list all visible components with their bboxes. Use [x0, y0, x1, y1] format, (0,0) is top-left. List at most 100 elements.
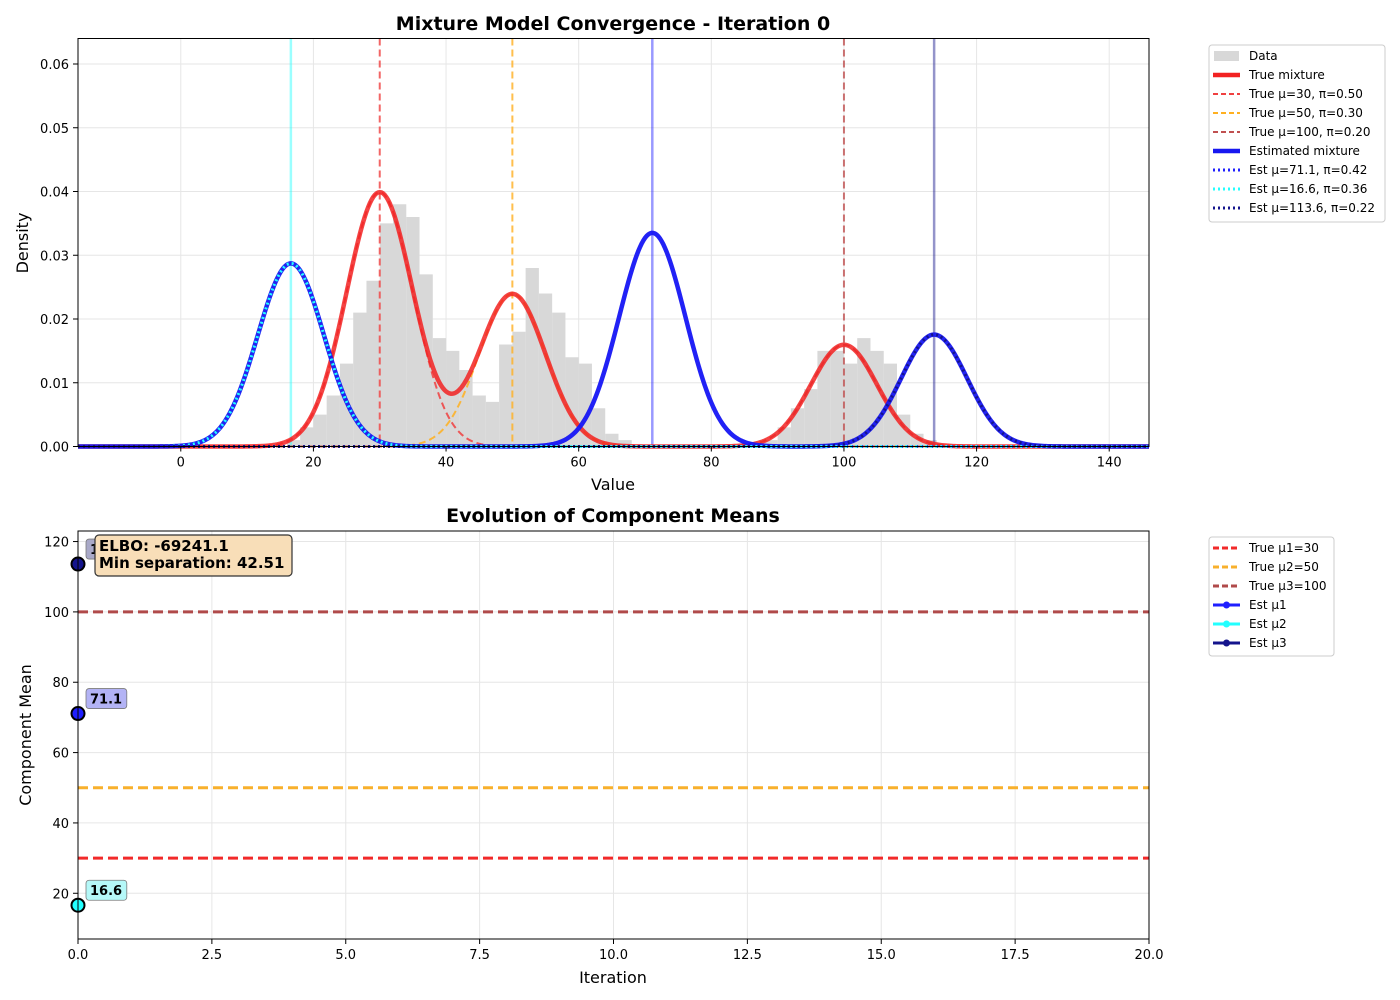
true-component-curve [78, 292, 1149, 448]
histogram-bar [313, 414, 327, 447]
means-x-tick-label: 7.5 [469, 948, 490, 963]
density-legend-label: Est μ=113.6, π=0.22 [1249, 201, 1375, 215]
histogram-bar [419, 274, 433, 447]
density-x-tick-label: 60 [570, 456, 587, 471]
histogram-bar [432, 338, 447, 447]
density-x-tick-label: 20 [305, 456, 322, 471]
means-y-tick-label: 20 [52, 887, 69, 902]
legend-swatch [1214, 51, 1239, 61]
means-legend-label: Est μ2 [1249, 617, 1287, 631]
density-y-tick-label: 0.00 [40, 441, 69, 456]
histogram-bar [790, 408, 805, 447]
means-x-tick-label: 17.5 [1001, 948, 1030, 963]
min-separation-text: Min separation: 42.51 [99, 554, 284, 572]
means-legend: True μ1=30 True μ2=50 True μ3=100 Est μ1 Est… [1208, 536, 1335, 657]
means-x-tick-label: 12.5 [733, 948, 762, 963]
density-legend-label: Est μ=16.6, π=0.36 [1249, 182, 1367, 196]
density-panel: Mixture Model Convergence - Iteration 0 … [13, 13, 1386, 494]
means-x-tick-label: 20.0 [1135, 948, 1164, 963]
means-y-tick-label: 40 [52, 817, 69, 832]
density-x-tick-label: 100 [832, 456, 857, 471]
density-x-tick-label: 80 [703, 456, 720, 471]
means-x-tick-label: 5.0 [335, 948, 356, 963]
legend-marker [1223, 601, 1230, 609]
histogram-bar [830, 350, 844, 447]
density-x-axis-label: Value [591, 475, 635, 494]
means-x-tick-label: 15.0 [867, 948, 896, 963]
density-y-tick-label: 0.02 [40, 313, 69, 328]
density-legend-label: Data [1249, 49, 1278, 63]
density-legend-label: True μ=50, π=0.30 [1248, 106, 1363, 120]
mean-value-label: 71.1 [90, 693, 122, 708]
means-x-tick-label: 0.0 [68, 948, 89, 963]
density-legend-label: True mixture [1248, 68, 1325, 82]
density-plot-frame [77, 38, 1150, 447]
elbo-annotation-box [94, 534, 293, 577]
density-chart-title: Mixture Model Convergence - Iteration 0 [396, 13, 830, 35]
histogram-bar [804, 389, 818, 447]
histogram-bar [353, 312, 367, 447]
density-x-tick-label: 40 [438, 456, 455, 471]
means-y-tick-label: 60 [52, 747, 69, 762]
elbo-value-text: ELBO: -69241.1 [99, 537, 229, 555]
means-legend-label: Est μ3 [1249, 636, 1287, 650]
legend-marker [1223, 639, 1230, 647]
means-y-tick-label: 80 [52, 676, 69, 691]
density-y-tick-label: 0.01 [40, 377, 69, 392]
histogram-bar [552, 312, 566, 447]
mean-value-label-box [85, 688, 128, 709]
histogram-bar [446, 350, 460, 447]
histogram-bar [817, 350, 831, 447]
density-legend: Data True mixture True μ=30, π=0.50 True μ=… [1208, 44, 1386, 223]
histogram-bar [286, 440, 301, 447]
legend-marker [1223, 620, 1230, 628]
means-legend-label: True μ1=30 [1248, 541, 1319, 555]
means-y-axis-label: Component Mean [16, 664, 35, 806]
density-legend-label: True μ=30, π=0.50 [1248, 87, 1363, 101]
density-y-tick-label: 0.04 [40, 186, 69, 201]
histogram-bar [764, 440, 778, 447]
density-y-tick-label: 0.03 [40, 249, 69, 264]
histogram-bar [591, 408, 606, 447]
density-legend-label: True μ=100, π=0.20 [1248, 125, 1371, 139]
means-y-tick-label: 100 [44, 606, 69, 621]
means-y-tick-label: 120 [44, 536, 69, 551]
means-legend-frame [1208, 536, 1335, 657]
density-legend-label: Estimated mixture [1249, 144, 1360, 158]
density-legend-frame [1208, 44, 1386, 223]
histogram-bar [870, 350, 884, 447]
histogram-bar [525, 268, 539, 447]
histogram-bar [472, 395, 486, 447]
histogram-bar [393, 204, 407, 447]
histogram-bar [485, 401, 500, 447]
density-x-tick-label: 120 [964, 456, 989, 471]
histogram-bar [326, 395, 340, 447]
mean-value-label: 16.6 [90, 884, 122, 899]
elbo-annotation: ELBO: -69241.1 Min separation: 42.51 [94, 534, 293, 577]
density-x-tick-label: 0 [177, 456, 185, 471]
histogram-bar [538, 293, 553, 447]
histogram-bar [366, 280, 380, 447]
histogram-bar [499, 344, 513, 447]
histogram-bar [300, 427, 314, 447]
means-legend-label: True μ2=50 [1248, 560, 1319, 574]
mean-value-label-box [85, 879, 128, 901]
means-legend-label: True μ3=100 [1248, 579, 1327, 593]
density-y-tick-label: 0.05 [40, 122, 69, 137]
estimated-mixture-curve [78, 230, 1149, 449]
means-chart-title: Evolution of Component Means [446, 505, 780, 527]
means-x-tick-label: 2.5 [202, 948, 223, 963]
histogram-bar [406, 217, 420, 447]
density-y-tick-label: 0.06 [40, 58, 69, 73]
histogram-bar [843, 363, 858, 447]
means-legend-label: Est μ1 [1249, 598, 1287, 612]
density-x-tick-label: 140 [1097, 456, 1122, 471]
density-y-axis-label: Density [13, 213, 32, 274]
means-x-tick-label: 10.0 [599, 948, 628, 963]
histogram-bar [379, 223, 393, 447]
means-x-axis-label: Iteration [579, 968, 647, 987]
histogram-bar [512, 331, 526, 447]
histogram-bar [618, 440, 632, 447]
density-legend-label: Est μ=71.1, π=0.42 [1249, 163, 1367, 177]
